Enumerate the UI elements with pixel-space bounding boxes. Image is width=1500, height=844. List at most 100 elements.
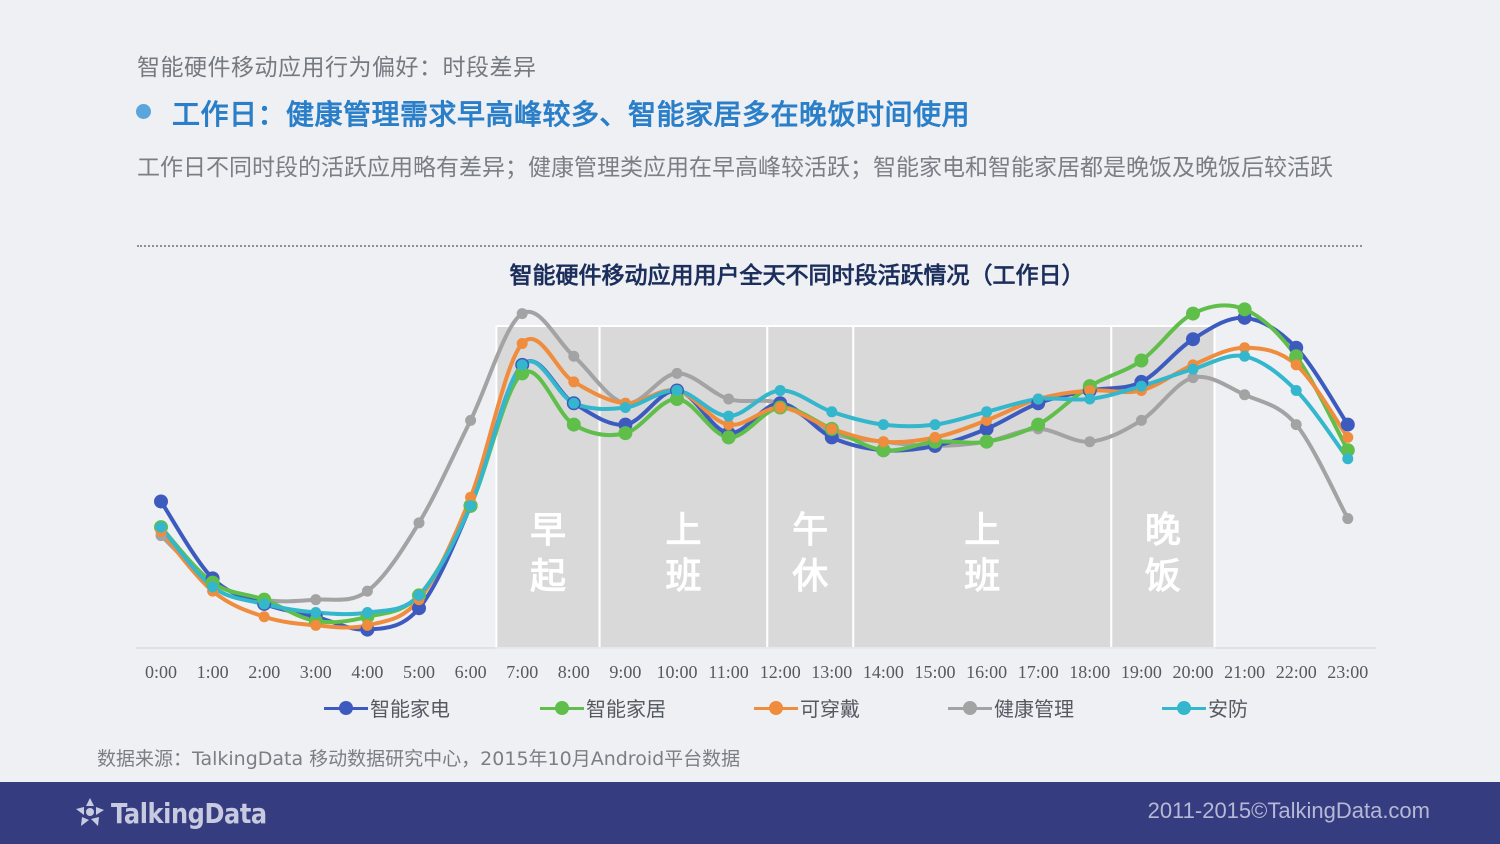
band-label-1-0: 上: [665, 510, 701, 551]
point-s3-22: [1290, 419, 1302, 431]
legend-label: 可穿戴: [800, 697, 860, 721]
point-s0-23: [1340, 417, 1355, 432]
x-tick-label: 5:00: [403, 662, 435, 682]
point-s2-11: [723, 419, 735, 431]
x-tick-label: 20:00: [1172, 662, 1213, 682]
point-s3-21: [1239, 389, 1251, 401]
point-s3-3: [310, 594, 322, 606]
point-s3-7: [516, 308, 528, 320]
point-s2-23: [1342, 431, 1354, 443]
band-label-0-0: 早: [530, 510, 566, 551]
point-s3-20: [1187, 372, 1199, 384]
point-s2-6: [465, 491, 477, 503]
point-s4-17: [1032, 393, 1044, 405]
point-s2-8: [568, 376, 580, 388]
point-s2-13: [826, 423, 838, 435]
point-s4-6: [465, 500, 477, 512]
legend-label: 健康管理: [994, 697, 1074, 721]
point-s1-16: [979, 434, 994, 449]
band-4: [1110, 325, 1216, 649]
point-s3-4: [361, 585, 373, 597]
point-s4-19: [1135, 380, 1147, 392]
band-label-4-1: 饭: [1145, 556, 1181, 597]
legend-swatch: [1162, 698, 1206, 718]
band-label-2-1: 休: [791, 556, 829, 597]
point-s3-11: [723, 393, 735, 405]
point-s4-12: [774, 384, 786, 396]
time-bands: 早起 上班 午休 上班 晚饭: [495, 325, 1216, 649]
x-tick-label: 7:00: [506, 662, 538, 682]
x-tick-label: 23:00: [1327, 662, 1368, 682]
legend-label: 安防: [1208, 697, 1248, 721]
point-s4-3: [310, 606, 322, 618]
point-s1-23: [1340, 443, 1355, 458]
band-label-3-1: 班: [964, 556, 1000, 597]
point-s1-20: [1186, 306, 1200, 321]
point-s2-22: [1290, 359, 1302, 371]
point-s4-21: [1239, 350, 1251, 362]
point-s4-14: [877, 419, 889, 431]
point-s1-7: [515, 366, 530, 381]
legend-swatch: [754, 698, 798, 718]
point-s0-5: [412, 601, 426, 616]
x-tick-label: 3:00: [300, 662, 332, 682]
point-s4-10: [671, 384, 683, 396]
point-s4-13: [826, 406, 838, 418]
point-s1-9: [618, 426, 633, 441]
band-label-1-1: 班: [665, 556, 701, 597]
point-s4-4: [361, 606, 373, 618]
point-s3-5: [413, 517, 425, 529]
point-s4-9: [619, 402, 631, 414]
x-tick-label: 8:00: [558, 662, 590, 682]
point-s2-16: [981, 414, 993, 426]
point-s3-18: [1084, 436, 1096, 448]
point-s1-10: [670, 391, 684, 406]
talkingdata-logo-icon: [76, 798, 104, 826]
x-tick-label: 16:00: [966, 662, 1007, 682]
point-s0-16: [979, 421, 994, 436]
legend-swatch: [948, 698, 992, 718]
talkingdata-logo[interactable]: TalkingData: [73, 796, 292, 830]
point-s4-18: [1084, 393, 1096, 405]
band-1: [598, 325, 769, 649]
legend-item-4: 安防: [1162, 693, 1248, 722]
point-s4-5: [413, 589, 425, 601]
point-s3-8: [568, 350, 580, 362]
data-source-note: 数据来源：TalkingData 移动数据研究中心，2015年10月Androi…: [97, 748, 741, 770]
footer-bar: TalkingData 2011-2015©TalkingData.com: [0, 782, 1500, 844]
point-s0-20: [1186, 332, 1200, 347]
point-s0-0: [154, 494, 168, 509]
point-s4-15: [929, 419, 941, 431]
x-tick-label: 1:00: [197, 662, 229, 682]
legend-item-2: 可穿戴: [754, 693, 860, 722]
point-s2-21: [1239, 342, 1251, 354]
chart-title: 智能硬件移动应用用户全天不同时段活跃情况（工作日）: [509, 263, 1085, 289]
x-tick-label: 19:00: [1121, 662, 1162, 682]
x-tick-label: 13:00: [811, 662, 852, 682]
x-tick-label: 18:00: [1069, 662, 1110, 682]
legend-label: 智能家居: [586, 697, 666, 721]
slide-headline: 工作日：健康管理需求早高峰较多、智能家居多在晚饭时间使用: [172, 98, 971, 131]
point-s4-22: [1290, 384, 1302, 396]
point-s4-2: [258, 598, 270, 610]
copyright: 2011-2015©TalkingData.com: [1147, 798, 1430, 823]
point-s2-15: [929, 431, 941, 443]
legend-item-0: 智能家电: [324, 693, 450, 722]
x-tick-label: 22:00: [1276, 662, 1317, 682]
point-s4-11: [723, 410, 735, 422]
logo-wordmark: TalkingData: [111, 796, 267, 830]
point-s3-23: [1342, 513, 1354, 525]
x-tick-label: 2:00: [248, 662, 280, 682]
x-tick-label: 17:00: [1018, 662, 1059, 682]
point-s3-6: [465, 414, 477, 426]
slide-description: 工作日不同时段的活跃应用略有差异；健康管理类应用在早高峰较活跃；智能家电和智能家…: [137, 155, 1333, 181]
band-3: [852, 325, 1113, 649]
point-s2-3: [310, 619, 322, 631]
point-s1-11: [721, 430, 736, 445]
point-s2-12: [774, 402, 786, 414]
x-tick-label: 21:00: [1224, 662, 1265, 682]
point-s1-22: [1289, 349, 1304, 364]
point-s1-21: [1237, 302, 1252, 317]
point-s1-19: [1134, 353, 1149, 368]
band-label-4-0: 晚: [1145, 510, 1181, 551]
